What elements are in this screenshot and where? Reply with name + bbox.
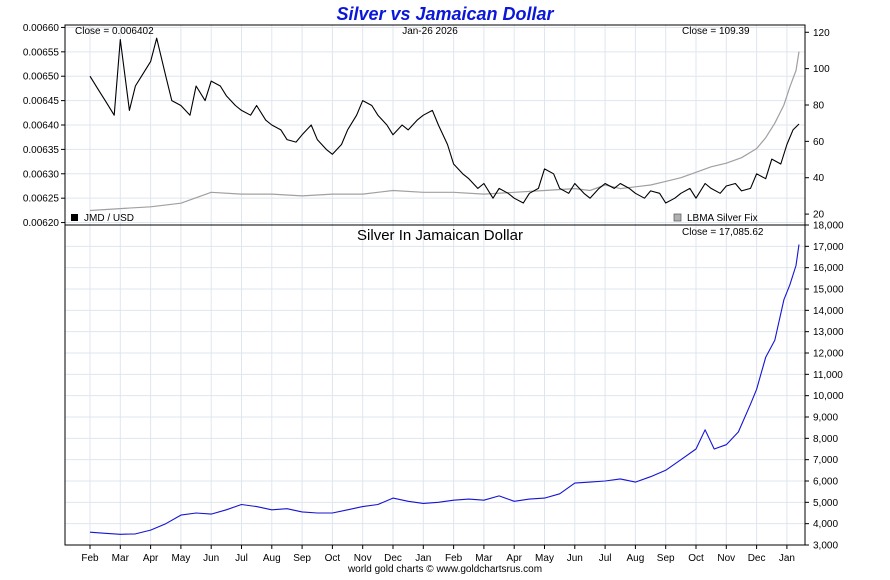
x-axis-month-label: May — [171, 553, 190, 564]
left-axis-tick-label: 0.00630 — [23, 169, 60, 180]
right-bottom-axis-tick-label: 12,000 — [813, 349, 844, 360]
x-axis-month-label: Apr — [506, 553, 522, 564]
x-axis-month-label: Jun — [567, 553, 583, 564]
x-axis-month-label: Mar — [475, 553, 493, 564]
x-axis-month-label: Jan — [779, 553, 795, 564]
x-axis-month-label: Jun — [203, 553, 219, 564]
legend-jmd-label: JMD / USD — [84, 213, 134, 224]
x-axis-month-label: Aug — [627, 553, 645, 564]
right-top-axis-tick-label: 100 — [813, 64, 830, 75]
top-left-close-label: Close = 0.006402 — [75, 26, 154, 37]
top-left-axis-ticks: 0.00620 0.00625 0.00630 0.00635 0.00640 0.006… — [23, 23, 65, 229]
x-axis-month-label: Nov — [354, 553, 372, 564]
x-axis-month-label: Jul — [235, 553, 248, 564]
right-top-axis-tick-label: 40 — [813, 173, 825, 184]
legend-silver-fix-swatch — [673, 213, 682, 222]
right-bottom-axis-tick-label: 9,000 — [813, 413, 838, 424]
top-panel-series — [89, 37, 800, 212]
x-axis-month-label: Aug — [263, 553, 281, 564]
right-top-axis-tick-label: 80 — [813, 101, 825, 112]
left-axis-tick-label: 0.00625 — [23, 194, 60, 205]
x-axis-month-label: Nov — [717, 553, 735, 564]
left-axis-tick-label: 0.00635 — [23, 145, 60, 156]
x-axis-month-label: May — [535, 553, 554, 564]
x-axis-month-label: Dec — [748, 553, 766, 564]
bottom-panel-grid — [65, 224, 805, 546]
right-top-axis-tick-label: 60 — [813, 137, 825, 148]
right-bottom-axis-tick-label: 13,000 — [813, 327, 844, 338]
x-axis-month-label: Jul — [599, 553, 612, 564]
left-axis-tick-label: 0.00640 — [23, 121, 60, 132]
left-axis-tick-label: 0.00660 — [23, 23, 60, 34]
bottom-close-label: Close = 17,085.62 — [682, 227, 764, 238]
legend-jmd-swatch — [71, 214, 78, 221]
bottom-right-axis-ticks: 3,000 4,000 5,000 6,000 7,000 8,000 9,000 10,00… — [805, 221, 844, 552]
bottom-panel-title: Silver In Jamaican Dollar — [357, 227, 523, 244]
x-axis-month-label: Feb — [81, 553, 99, 564]
left-axis-tick-label: 0.00650 — [23, 72, 60, 83]
right-bottom-axis-tick-label: 18,000 — [813, 221, 844, 232]
right-bottom-axis-tick-label: 7,000 — [813, 455, 838, 466]
right-bottom-axis-tick-label: 14,000 — [813, 306, 844, 317]
series-line-lbma-silver-fix — [89, 51, 800, 212]
series-line-jmd-usd — [89, 37, 800, 204]
legend-silver-fix-label: LBMA Silver Fix — [687, 213, 758, 224]
left-axis-tick-label: 0.00655 — [23, 47, 60, 58]
x-axis-month-label: Feb — [445, 553, 463, 564]
chart-title: Silver vs Jamaican Dollar — [336, 4, 554, 24]
x-axis-month-ticks: Feb Mar Apr May Jun Jul Aug Sep Oct Nov Dec Jan Feb M… — [81, 545, 795, 564]
bottom-panel-series — [89, 244, 800, 535]
right-bottom-axis-tick-label: 15,000 — [813, 285, 844, 296]
right-bottom-axis-tick-label: 6,000 — [813, 477, 838, 488]
x-axis-month-label: Sep — [657, 553, 675, 564]
left-axis-tick-label: 0.00645 — [23, 96, 60, 107]
top-right-close-label: Close = 109.39 — [682, 26, 750, 37]
left-axis-tick-label: 0.00620 — [23, 218, 60, 229]
right-bottom-axis-tick-label: 17,000 — [813, 242, 844, 253]
x-axis-month-label: Apr — [143, 553, 159, 564]
right-bottom-axis-tick-label: 5,000 — [813, 498, 838, 509]
right-bottom-axis-tick-label: 8,000 — [813, 434, 838, 445]
footer-credit: world gold charts © www.goldchartsrus.co… — [347, 564, 542, 575]
top-date-label: Jan-26 2026 — [402, 26, 458, 37]
series-line-silver-in-jmd — [89, 244, 800, 535]
x-axis-month-label: Sep — [293, 553, 311, 564]
x-axis-month-label: Jan — [415, 553, 431, 564]
x-axis-month-label: Oct — [688, 553, 704, 564]
right-bottom-axis-tick-label: 16,000 — [813, 263, 844, 274]
x-axis-month-label: Oct — [325, 553, 341, 564]
right-bottom-axis-tick-label: 4,000 — [813, 519, 838, 530]
right-bottom-axis-tick-label: 11,000 — [813, 370, 843, 381]
x-axis-month-label: Mar — [112, 553, 130, 564]
right-top-axis-tick-label: 120 — [813, 28, 830, 39]
right-top-axis-tick-label: 20 — [813, 210, 825, 221]
top-right-axis-ticks: 20 40 60 80 100 120 — [805, 28, 830, 221]
right-bottom-axis-tick-label: 3,000 — [813, 541, 838, 552]
top-panel-grid — [65, 25, 805, 225]
x-axis-month-label: Dec — [384, 553, 402, 564]
bottom-panel-frame — [64, 224, 806, 546]
right-bottom-axis-tick-label: 10,000 — [813, 391, 844, 402]
